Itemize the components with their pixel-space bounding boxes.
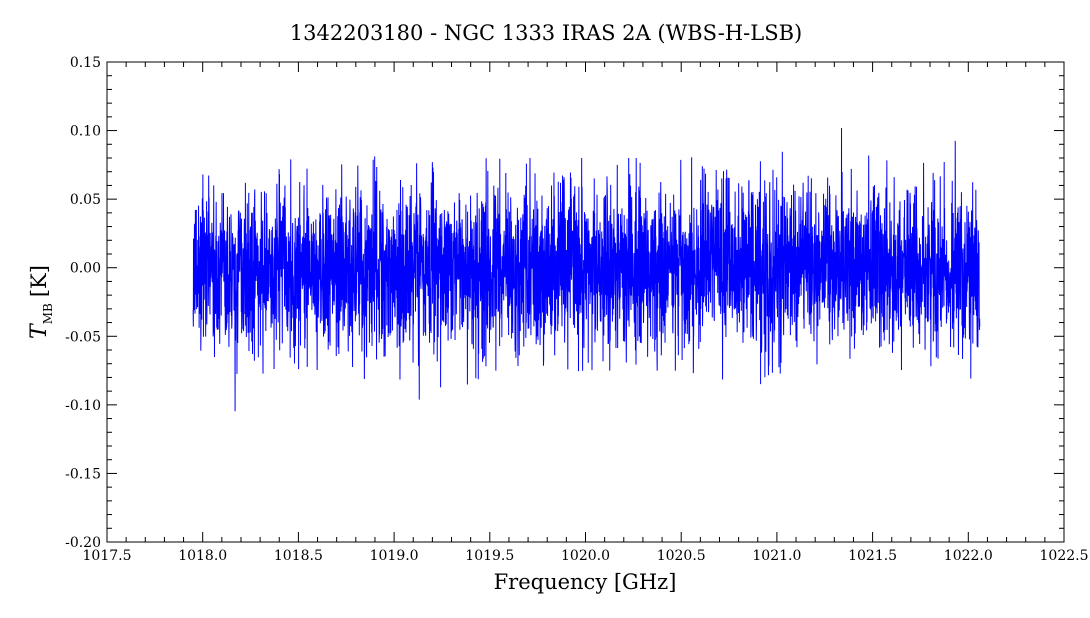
y-tick-label: 0.05 bbox=[70, 192, 101, 208]
spectrum-line bbox=[192, 127, 981, 412]
y-axis-ticks: 0.15 0.10 0.05 0.00 -0.05 -0.10 -0.15 -0.20 bbox=[65, 55, 1064, 551]
x-tick-label: 1020.5 bbox=[657, 548, 706, 564]
y-tick-label: -0.15 bbox=[65, 466, 101, 482]
x-tick-label: 1019.0 bbox=[370, 548, 419, 564]
svg-text:TMB[K]: TMB [K] bbox=[27, 265, 55, 339]
x-tick-label: 1020.0 bbox=[561, 548, 610, 564]
spectrum-series bbox=[192, 127, 981, 412]
x-tick-label: 1018.5 bbox=[274, 548, 323, 564]
y-axis-label-unit: [K] bbox=[27, 265, 51, 297]
y-tick-label: -0.05 bbox=[65, 329, 101, 345]
y-axis-label: TMB [K] bbox=[27, 265, 55, 339]
x-tick-label: 1021.0 bbox=[752, 548, 801, 564]
y-tick-label: 0.15 bbox=[70, 55, 101, 71]
x-tick-label: 1021.5 bbox=[848, 548, 897, 564]
x-axis-label: Frequency [GHz] bbox=[494, 570, 677, 594]
x-tick-label: 1022.5 bbox=[1040, 548, 1089, 564]
x-tick-label: 1022.0 bbox=[944, 548, 993, 564]
x-tick-label: 1019.5 bbox=[465, 548, 514, 564]
y-tick-label: 0.00 bbox=[70, 261, 101, 277]
y-tick-label: -0.10 bbox=[65, 398, 101, 414]
y-axis-label-symbol: T bbox=[27, 322, 52, 339]
y-tick-label: 0.10 bbox=[70, 124, 101, 140]
y-axis-label-subscript: MB bbox=[41, 303, 55, 324]
chart-title: 1342203180 - NGC 1333 IRAS 2A (WBS-H-LSB… bbox=[290, 21, 802, 45]
x-tick-label: 1018.0 bbox=[178, 548, 227, 564]
x-axis-ticks: 1017.5 1018.0 1018.5 1019.0 1019.5 1020.0 1020… bbox=[83, 62, 1089, 564]
y-tick-label: -0.20 bbox=[65, 535, 101, 551]
x-tick-label: 1017.5 bbox=[83, 548, 132, 564]
